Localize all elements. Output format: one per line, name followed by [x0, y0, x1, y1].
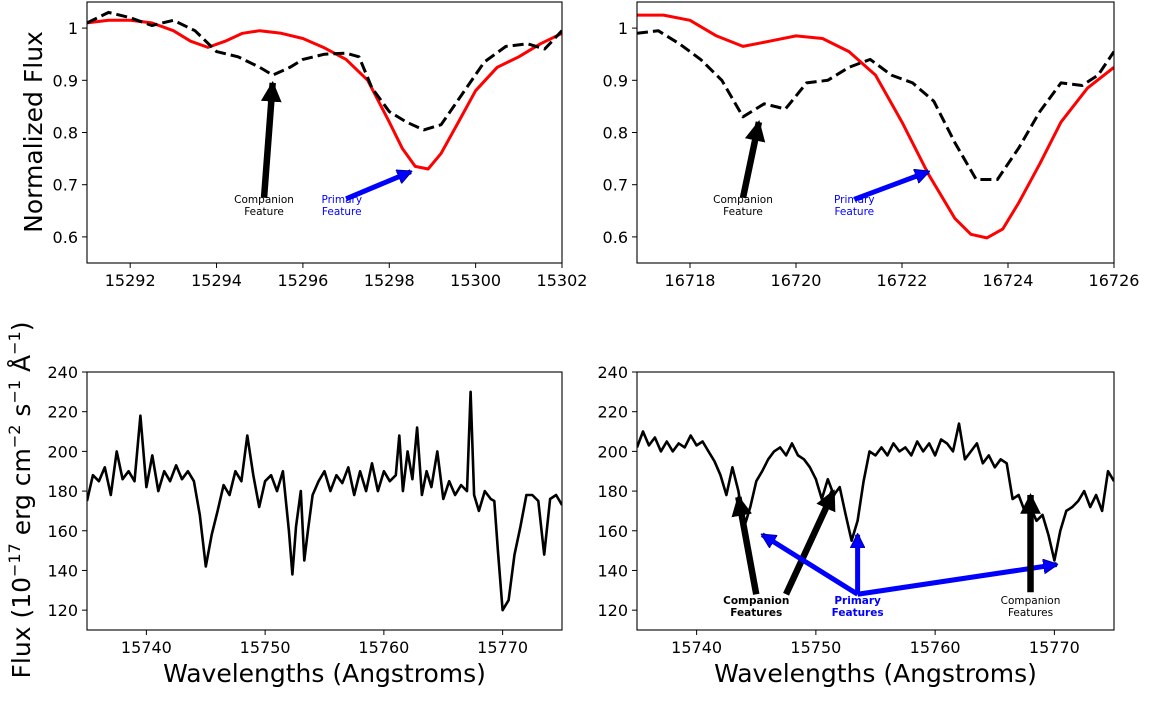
y-tick-label: 120: [47, 601, 78, 620]
annotation-label-line1: Primary: [834, 194, 875, 206]
series-group: [637, 422, 1114, 562]
annotation-label-line2: Features: [1008, 607, 1053, 619]
companion-arrow: [731, 494, 760, 595]
series-line-solid-red: [637, 13, 1114, 240]
primary-arrow: [853, 172, 928, 202]
ylabel-bottom-part3: s: [7, 404, 36, 425]
y-tick-label: 0.7: [603, 176, 628, 195]
panel-top-right: 16718 16720 16722 16724 16726 0.6 0.7 0.8 0.9 1 Co…: [603, 1, 1140, 290]
y-tick-label: 180: [597, 482, 628, 501]
x-tick-label: 16726: [1089, 271, 1140, 290]
x-tick-label: 15770: [1029, 638, 1080, 657]
annotation-label-line2: Feature: [834, 206, 874, 218]
ylabel-top: Normalized Flux: [19, 31, 48, 233]
series-line-solid-black: [87, 390, 562, 612]
y-tick-label: 140: [47, 561, 78, 580]
annotation-label-line1: Primary: [834, 595, 881, 607]
x-axis-title: Wavelengths (Angstroms): [163, 659, 486, 688]
y-tick-label: 200: [47, 442, 78, 461]
annotation-label-line1: Companion: [234, 194, 294, 206]
series-line-solid-red: [87, 18, 562, 171]
y-tick-label: 180: [47, 482, 78, 501]
series-line-dashed-black: [637, 29, 1114, 181]
axes-frame: [86, 371, 563, 631]
y-tick-label: 160: [47, 522, 78, 541]
ylabel-bottom-sup2: −2: [5, 425, 24, 449]
primary-arrow: [345, 169, 411, 202]
series-group: [637, 13, 1114, 240]
y-tick-label: 0.8: [603, 124, 628, 143]
y-tick-label: 0.9: [53, 71, 78, 90]
x-tick-label: 15300: [450, 271, 501, 290]
y-tick-label: 140: [597, 561, 628, 580]
y-tick-label: 0.8: [53, 124, 78, 143]
x-tick-label: 15770: [477, 638, 528, 657]
series-group: [87, 10, 562, 171]
annotation-label-line2: Feature: [723, 206, 763, 218]
x-tick-label: 16722: [877, 271, 928, 290]
panel-bottom-right: 15740 15750 15760 15770 120 140 160 180 200 220 24…: [597, 363, 1115, 688]
annotation-label-line1: Companion: [723, 595, 789, 607]
x-tick-label: 15296: [277, 271, 328, 290]
y-tick-label: 1: [68, 19, 78, 38]
y-tick-label: 0.6: [53, 228, 78, 247]
x-tick-label: 15750: [790, 638, 841, 657]
annotation-label-line2: Feature: [322, 206, 362, 218]
x-tick-label: 15750: [240, 638, 291, 657]
axes-frame: [636, 371, 1115, 631]
y-tick-label: 120: [597, 601, 628, 620]
y-tick-label: 240: [597, 363, 628, 382]
y-tick-label: 0.9: [603, 71, 628, 90]
x-tick-label: 15298: [364, 271, 415, 290]
ylabel-bottom-sup1: −17: [5, 543, 24, 577]
x-tick-label: 15760: [358, 638, 409, 657]
annotation-label-line2: Features: [730, 607, 782, 619]
annotation-label-line1: Primary: [321, 194, 362, 206]
series-line-solid-black: [637, 422, 1114, 562]
y-tick-label: 240: [47, 363, 78, 382]
ylabel-bottom-part4: Å: [7, 355, 36, 380]
ylabel-bottom-part2: erg cm: [7, 448, 36, 543]
y-tick-label: 220: [597, 403, 628, 422]
panel-bottom-left: 15740 15750 15760 15770 120 140 160 180 200 220 24…: [47, 363, 563, 688]
primary-arrow: [857, 565, 1057, 597]
ylabel-bottom: Flux (10−17 erg cm−2 s−1 Å−1): [5, 322, 36, 679]
ylabel-bottom-sup4: −1: [5, 331, 24, 355]
ylabel-bottom-part5: ): [7, 322, 36, 332]
x-tick-label: 16720: [771, 271, 822, 290]
y-tick-label: 1: [618, 19, 628, 38]
companion-arrow: [739, 120, 766, 199]
series-group: [87, 390, 562, 612]
series-line-dashed-black: [87, 10, 562, 132]
y-tick-label: 160: [597, 522, 628, 541]
axes-frame: [86, 1, 563, 264]
x-tick-label: 15302: [537, 271, 588, 290]
x-tick-label: 15760: [910, 638, 961, 657]
y-tick-label: 0.6: [603, 228, 628, 247]
companion-arrow: [783, 489, 837, 596]
primary-arrow: [762, 532, 859, 597]
x-tick-label: 15740: [671, 638, 722, 657]
x-tick-label: 15740: [121, 638, 172, 657]
y-tick-label: 0.7: [53, 176, 78, 195]
ylabel-bottom-sup3: −1: [5, 380, 24, 404]
annotation-label-line1: Companion: [1001, 595, 1061, 607]
annotation-label-line1: Companion: [713, 194, 773, 206]
companion-arrow: [260, 80, 282, 198]
axes-frame: [636, 1, 1115, 264]
y-tick-label: 220: [47, 403, 78, 422]
y-tick-label: 200: [597, 442, 628, 461]
x-tick-label: 15292: [105, 271, 156, 290]
x-tick-label: 16724: [983, 271, 1034, 290]
annotation-label-line2: Features: [832, 607, 884, 619]
panel-top-left: 15292 15294 15296 15298 15300 15302 0.6 0.7 0.8 0…: [53, 1, 588, 290]
annotation-label-line2: Feature: [244, 206, 284, 218]
x-tick-label: 15294: [191, 271, 242, 290]
x-axis-title: Wavelengths (Angstroms): [714, 659, 1037, 688]
x-tick-label: 16718: [665, 271, 716, 290]
ylabel-bottom-part1: Flux (10: [7, 577, 36, 678]
